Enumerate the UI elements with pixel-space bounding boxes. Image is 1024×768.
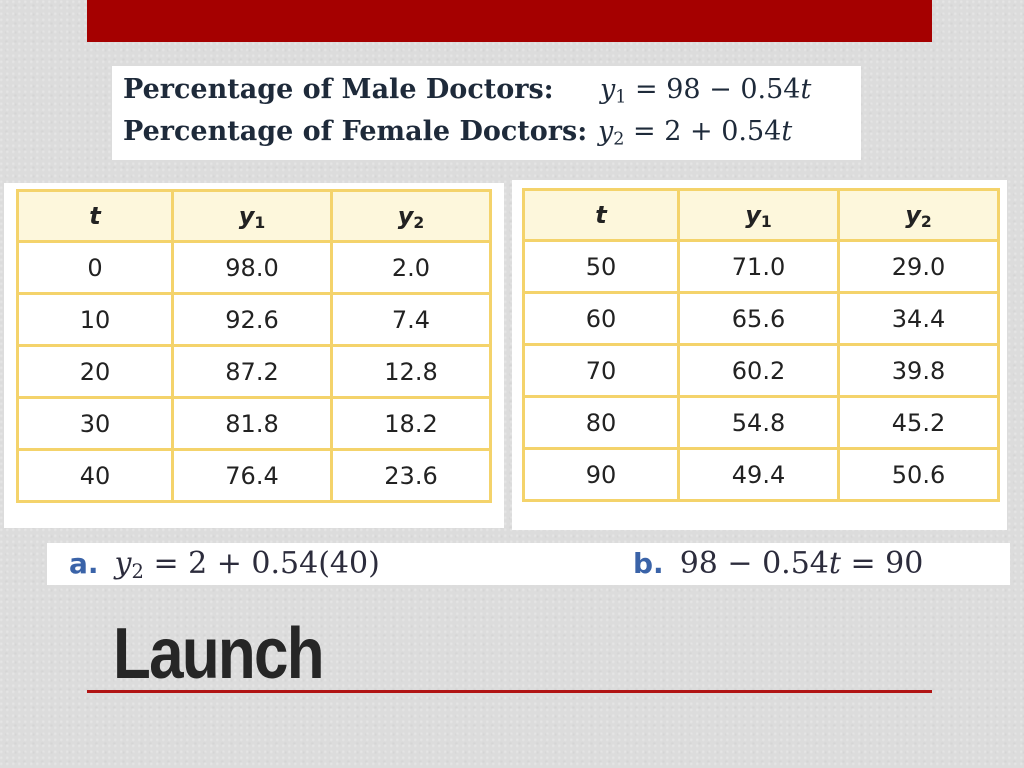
header-t: t bbox=[522, 188, 680, 242]
cell-y1: 71.0 bbox=[677, 239, 840, 294]
cell-y2: 7.4 bbox=[330, 292, 492, 347]
header-y1: y1 bbox=[677, 188, 840, 242]
cell-t: 30 bbox=[16, 396, 174, 451]
cell-y2: 18.2 bbox=[330, 396, 492, 451]
male-doctors-formula: Percentage of Male Doctors: y1 = 98 − 0.… bbox=[123, 70, 811, 110]
female-formula-tvar: t bbox=[781, 116, 793, 147]
male-formula-rhs: = 98 − 0.54 bbox=[635, 74, 801, 105]
answer-b-label: b. bbox=[633, 547, 664, 580]
cell-y1: 60.2 bbox=[677, 343, 840, 398]
cell-t: 40 bbox=[16, 448, 174, 503]
cell-y2: 39.8 bbox=[837, 343, 1000, 398]
left-table-panel: t y1 y2 0 98.0 2.0 10 92.6 7.4 20 87.2 1… bbox=[4, 183, 504, 528]
male-formula-label: Percentage of Male Doctors: bbox=[123, 74, 554, 105]
answer-a: a. y2 = 2 + 0.54(40) bbox=[69, 543, 380, 585]
cell-y2: 50.6 bbox=[837, 447, 1000, 502]
answer-b-post: = 90 bbox=[840, 546, 924, 581]
female-doctors-formula: Percentage of Female Doctors: y2 = 2 + 0… bbox=[123, 112, 792, 152]
answer-b-tvar: t bbox=[828, 546, 841, 581]
table-row: 0 98.0 2.0 bbox=[16, 240, 492, 295]
table-row: 60 65.6 34.4 bbox=[522, 291, 1000, 346]
female-formula-equation: y2 = 2 + 0.54t bbox=[598, 112, 792, 152]
cell-t: 20 bbox=[16, 344, 174, 399]
cell-y1: 49.4 bbox=[677, 447, 840, 502]
female-formula-sub: 2 bbox=[613, 129, 625, 150]
answer-b: b. 98 − 0.54t = 90 bbox=[633, 543, 923, 585]
female-formula-var: y bbox=[598, 116, 614, 147]
header-y2: y2 bbox=[837, 188, 1000, 242]
answer-b-pre: 98 − 0.54 bbox=[679, 546, 829, 581]
cell-y2: 12.8 bbox=[330, 344, 492, 399]
data-table-right: t y1 y2 50 71.0 29.0 60 65.6 34.4 70 60.… bbox=[522, 188, 1000, 502]
header-y1: y1 bbox=[171, 189, 333, 243]
cell-t: 60 bbox=[522, 291, 680, 346]
answer-panel: a. y2 = 2 + 0.54(40) b. 98 − 0.54t = 90 bbox=[47, 543, 1010, 585]
cell-y2: 29.0 bbox=[837, 239, 1000, 294]
cell-t: 0 bbox=[16, 240, 174, 295]
cell-y1: 54.8 bbox=[677, 395, 840, 450]
cell-y1: 65.6 bbox=[677, 291, 840, 346]
slide-title: Launch bbox=[113, 614, 325, 694]
top-accent-bar bbox=[87, 0, 932, 42]
male-formula-var: y bbox=[600, 74, 616, 105]
cell-t: 90 bbox=[522, 447, 680, 502]
table-header-row: t y1 y2 bbox=[16, 189, 492, 243]
header-y2: y2 bbox=[330, 189, 492, 243]
male-formula-equation: y1 = 98 − 0.54t bbox=[600, 70, 811, 110]
answer-a-expression: = 2 + 0.54(40) bbox=[143, 546, 380, 581]
cell-y1: 98.0 bbox=[171, 240, 333, 295]
answer-a-var: y bbox=[114, 546, 132, 581]
table-header-row: t y1 y2 bbox=[522, 188, 1000, 242]
table-row: 10 92.6 7.4 bbox=[16, 292, 492, 347]
header-t: t bbox=[16, 189, 174, 243]
male-formula-tvar: t bbox=[800, 74, 812, 105]
female-formula-label: Percentage of Female Doctors: bbox=[123, 116, 588, 147]
table-row: 40 76.4 23.6 bbox=[16, 448, 492, 503]
title-underline bbox=[87, 690, 932, 693]
cell-y2: 23.6 bbox=[330, 448, 492, 503]
table-row: 70 60.2 39.8 bbox=[522, 343, 1000, 398]
table-row: 20 87.2 12.8 bbox=[16, 344, 492, 399]
cell-t: 80 bbox=[522, 395, 680, 450]
cell-y1: 87.2 bbox=[171, 344, 333, 399]
female-formula-rhs: = 2 + 0.54 bbox=[633, 116, 782, 147]
table-row: 90 49.4 50.6 bbox=[522, 447, 1000, 502]
cell-y1: 92.6 bbox=[171, 292, 333, 347]
cell-y2: 45.2 bbox=[837, 395, 1000, 450]
right-table-panel: t y1 y2 50 71.0 29.0 60 65.6 34.4 70 60.… bbox=[512, 180, 1007, 530]
cell-t: 50 bbox=[522, 239, 680, 294]
cell-t: 70 bbox=[522, 343, 680, 398]
answer-a-sub: 2 bbox=[131, 559, 144, 583]
answer-a-label: a. bbox=[69, 547, 99, 580]
cell-y1: 76.4 bbox=[171, 448, 333, 503]
data-table-left: t y1 y2 0 98.0 2.0 10 92.6 7.4 20 87.2 1… bbox=[16, 189, 492, 503]
table-row: 50 71.0 29.0 bbox=[522, 239, 1000, 294]
cell-y2: 34.4 bbox=[837, 291, 1000, 346]
formula-panel: Percentage of Male Doctors: y1 = 98 − 0.… bbox=[112, 66, 861, 160]
table-row: 30 81.8 18.2 bbox=[16, 396, 492, 451]
cell-y2: 2.0 bbox=[330, 240, 492, 295]
cell-t: 10 bbox=[16, 292, 174, 347]
male-formula-sub: 1 bbox=[615, 87, 627, 108]
table-row: 80 54.8 45.2 bbox=[522, 395, 1000, 450]
cell-y1: 81.8 bbox=[171, 396, 333, 451]
